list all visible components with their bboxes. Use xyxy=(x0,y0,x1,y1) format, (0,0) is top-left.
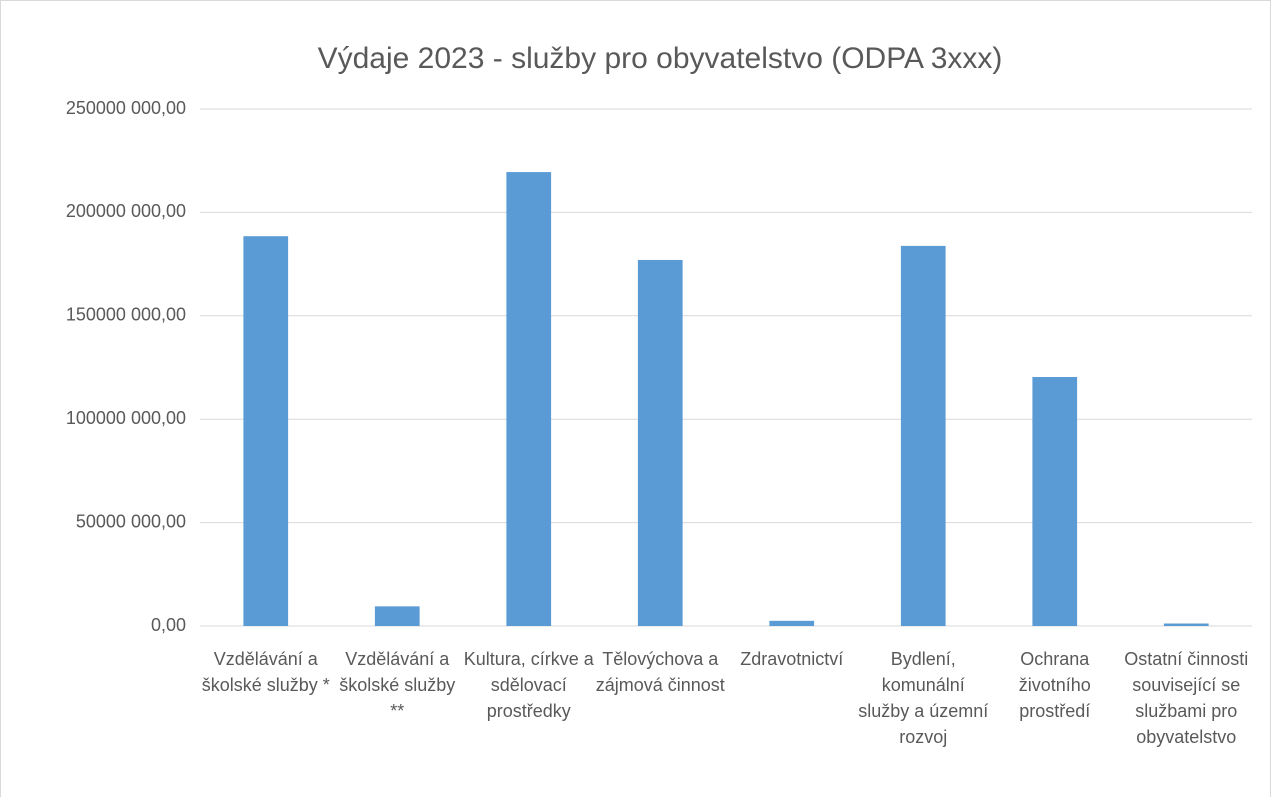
y-tick-label: 50000 000,00 xyxy=(76,511,186,531)
y-tick-label: 250000 000,00 xyxy=(66,98,186,118)
x-tick-label: Ostatní činnosti související se službami… xyxy=(1124,649,1249,747)
bar xyxy=(1032,377,1078,626)
bar xyxy=(900,245,946,626)
bar xyxy=(243,236,289,626)
y-tick-label: 100000 000,00 xyxy=(66,408,186,428)
x-tick-label: Tělovýchova a zájmová činnost xyxy=(595,649,725,695)
chart-title: Výdaje 2023 - služby pro obyvatelstvo (O… xyxy=(318,42,1003,75)
bar xyxy=(637,259,683,626)
x-tick-label: Vzdělávání a školské služby * xyxy=(201,649,330,695)
y-tick-label: 150000 000,00 xyxy=(66,305,186,325)
x-tick-label: Zdravotnictví xyxy=(740,649,844,669)
bar xyxy=(1163,623,1209,626)
bar xyxy=(374,606,420,626)
bar xyxy=(506,172,552,626)
y-tick-label: 0,00 xyxy=(151,615,186,635)
x-tick-label: Ochrana životního prostředí xyxy=(1018,649,1091,721)
y-tick-label: 200000 000,00 xyxy=(66,201,186,221)
x-tick-label: Kultura, církve a sdělovací prostředky xyxy=(463,649,594,721)
x-tick-label: Bydlení, komunální služby a územní rozvo… xyxy=(858,649,989,747)
bar xyxy=(769,620,815,626)
x-tick-label: Vzdělávání a školské služby ** xyxy=(339,649,456,721)
